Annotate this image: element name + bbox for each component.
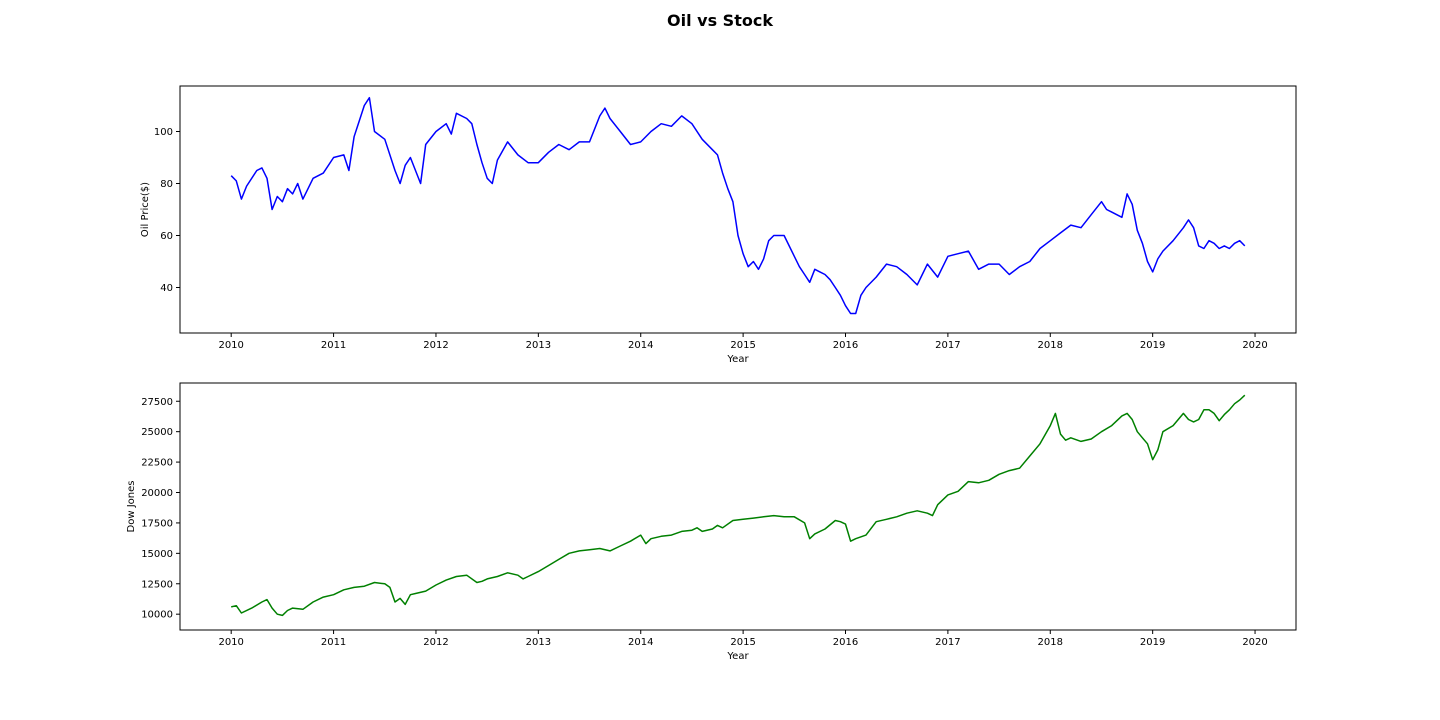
oil-x-tick-label: 2017 xyxy=(935,340,960,351)
oil-price-chart: 2010 2011 2012 2013 2014 2015 2016 2017 2018 2019… xyxy=(140,85,1297,365)
oil-series-line xyxy=(230,96,1246,315)
oil-x-tick-label: 2019 xyxy=(1140,340,1165,351)
oil-x-axis-label: Year xyxy=(726,354,749,365)
dow-y-tick-label: 25000 xyxy=(141,427,173,438)
dow-axes-frame xyxy=(179,382,1297,631)
oil-x-tick-label: 2015 xyxy=(730,340,755,351)
dow-x-axis-label: Year xyxy=(726,651,749,662)
oil-x-tick-label: 2013 xyxy=(526,340,551,351)
dow-x-tick-label: 2019 xyxy=(1140,637,1165,648)
dow-y-tick-label: 17500 xyxy=(141,518,173,529)
oil-y-tick-label: 40 xyxy=(160,283,173,294)
dow-y-tick-label: 10000 xyxy=(141,610,173,621)
oil-axes-frame xyxy=(179,85,1297,334)
dow-x-tick-label: 2012 xyxy=(423,637,448,648)
oil-x-tick-label: 2014 xyxy=(628,340,653,351)
dow-x-tick-label: 2020 xyxy=(1242,637,1267,648)
oil-y-tick-label: 80 xyxy=(160,179,173,190)
dow-x-tick-label: 2018 xyxy=(1038,637,1063,648)
oil-y-tick-label: 100 xyxy=(154,127,173,138)
dow-jones-chart: 2010 2011 2012 2013 2014 2015 2016 2017 2018 2019… xyxy=(126,382,1297,662)
oil-x-tick-label: 2016 xyxy=(833,340,858,351)
oil-x-tick-label: 2018 xyxy=(1038,340,1063,351)
dow-y-tick-label: 15000 xyxy=(141,549,173,560)
dow-x-tick-label: 2015 xyxy=(730,637,755,648)
oil-y-axis-label: Oil Price($) xyxy=(140,182,151,237)
dow-x-tick-label: 2017 xyxy=(935,637,960,648)
oil-y-tick-label: 60 xyxy=(160,231,173,242)
dow-x-tick-label: 2011 xyxy=(321,637,346,648)
oil-x-tick-label: 2010 xyxy=(218,340,243,351)
dow-y-tick-label: 12500 xyxy=(141,579,173,590)
dow-x-tick-label: 2013 xyxy=(526,637,551,648)
dow-x-tick-label: 2014 xyxy=(628,637,653,648)
dow-y-tick-label: 20000 xyxy=(141,488,173,499)
figure-title: Oil vs Stock xyxy=(667,11,773,30)
dow-y-tick-label: 22500 xyxy=(141,458,173,469)
dow-x-tick-label: 2010 xyxy=(218,637,243,648)
dow-y-axis-label: Dow Jones xyxy=(126,481,137,533)
dow-y-tick-label: 27500 xyxy=(141,397,173,408)
oil-x-tick-label: 2020 xyxy=(1242,340,1267,351)
dow-series-line xyxy=(231,394,1246,617)
dow-x-tick-label: 2016 xyxy=(833,637,858,648)
oil-x-tick-label: 2011 xyxy=(321,340,346,351)
oil-x-tick-label: 2012 xyxy=(423,340,448,351)
